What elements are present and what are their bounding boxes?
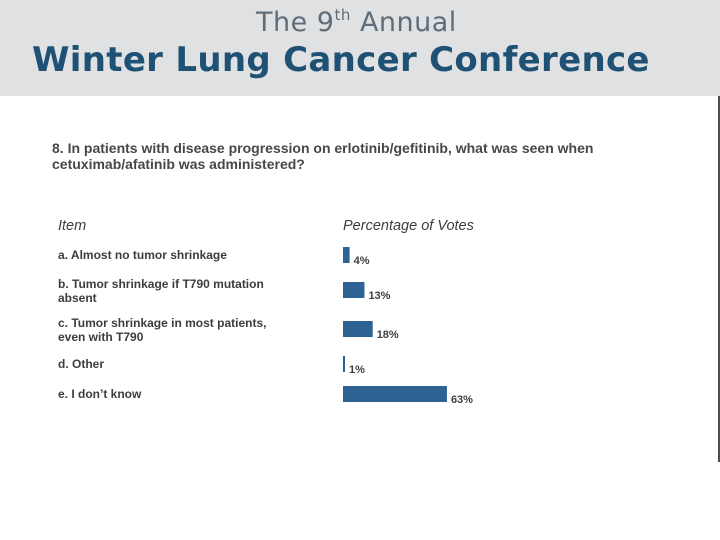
bar-0 [343, 247, 350, 263]
content-area [0, 96, 720, 540]
votes-column-header: Percentage of Votes [343, 218, 474, 234]
question-title: 8. In patients with disease progression … [52, 140, 594, 172]
item-label-3: d. Other [58, 357, 104, 371]
item-label-line: d. Other [58, 357, 104, 371]
value-label-2: 18% [377, 329, 399, 341]
item-label-2: c. Tumor shrinkage in most patients, even… [58, 316, 266, 344]
item-label-line: a. Almost no tumor shrinkage [58, 248, 227, 262]
bar-1 [343, 282, 365, 298]
banner-subtitle-suffix: Annual [350, 7, 457, 38]
value-label-0: 4% [354, 255, 370, 267]
conference-banner: The 9th Annual Winter Lung Cancer Confer… [0, 0, 720, 96]
bar-4 [343, 386, 447, 402]
banner-title: Winter Lung Cancer Conference [32, 40, 650, 80]
item-label-line: c. Tumor shrinkage in most patients, [58, 316, 266, 330]
item-label-4: e. I don’t know [58, 387, 142, 401]
item-label-line: e. I don’t know [58, 387, 142, 401]
bar-3 [343, 356, 345, 372]
value-label-4: 63% [451, 394, 473, 406]
item-label-1: b. Tumor shrinkage if T790 mutation absen… [58, 277, 264, 305]
bar-2 [343, 321, 373, 337]
item-label-line: b. Tumor shrinkage if T790 mutation [58, 277, 264, 291]
banner-subtitle-ordinal: th [334, 6, 351, 24]
value-label-3: 1% [349, 364, 365, 376]
banner-subtitle-prefix: The 9 [256, 7, 335, 38]
item-column-header: Item [58, 218, 87, 234]
item-label-line: absent [58, 291, 97, 305]
item-label-line: even with T790 [58, 330, 144, 344]
value-label-1: 13% [368, 290, 390, 302]
right-edge-rule [718, 96, 720, 462]
item-label-0: a. Almost no tumor shrinkage [58, 248, 227, 262]
banner-subtitle: The 9th Annual [256, 6, 457, 38]
